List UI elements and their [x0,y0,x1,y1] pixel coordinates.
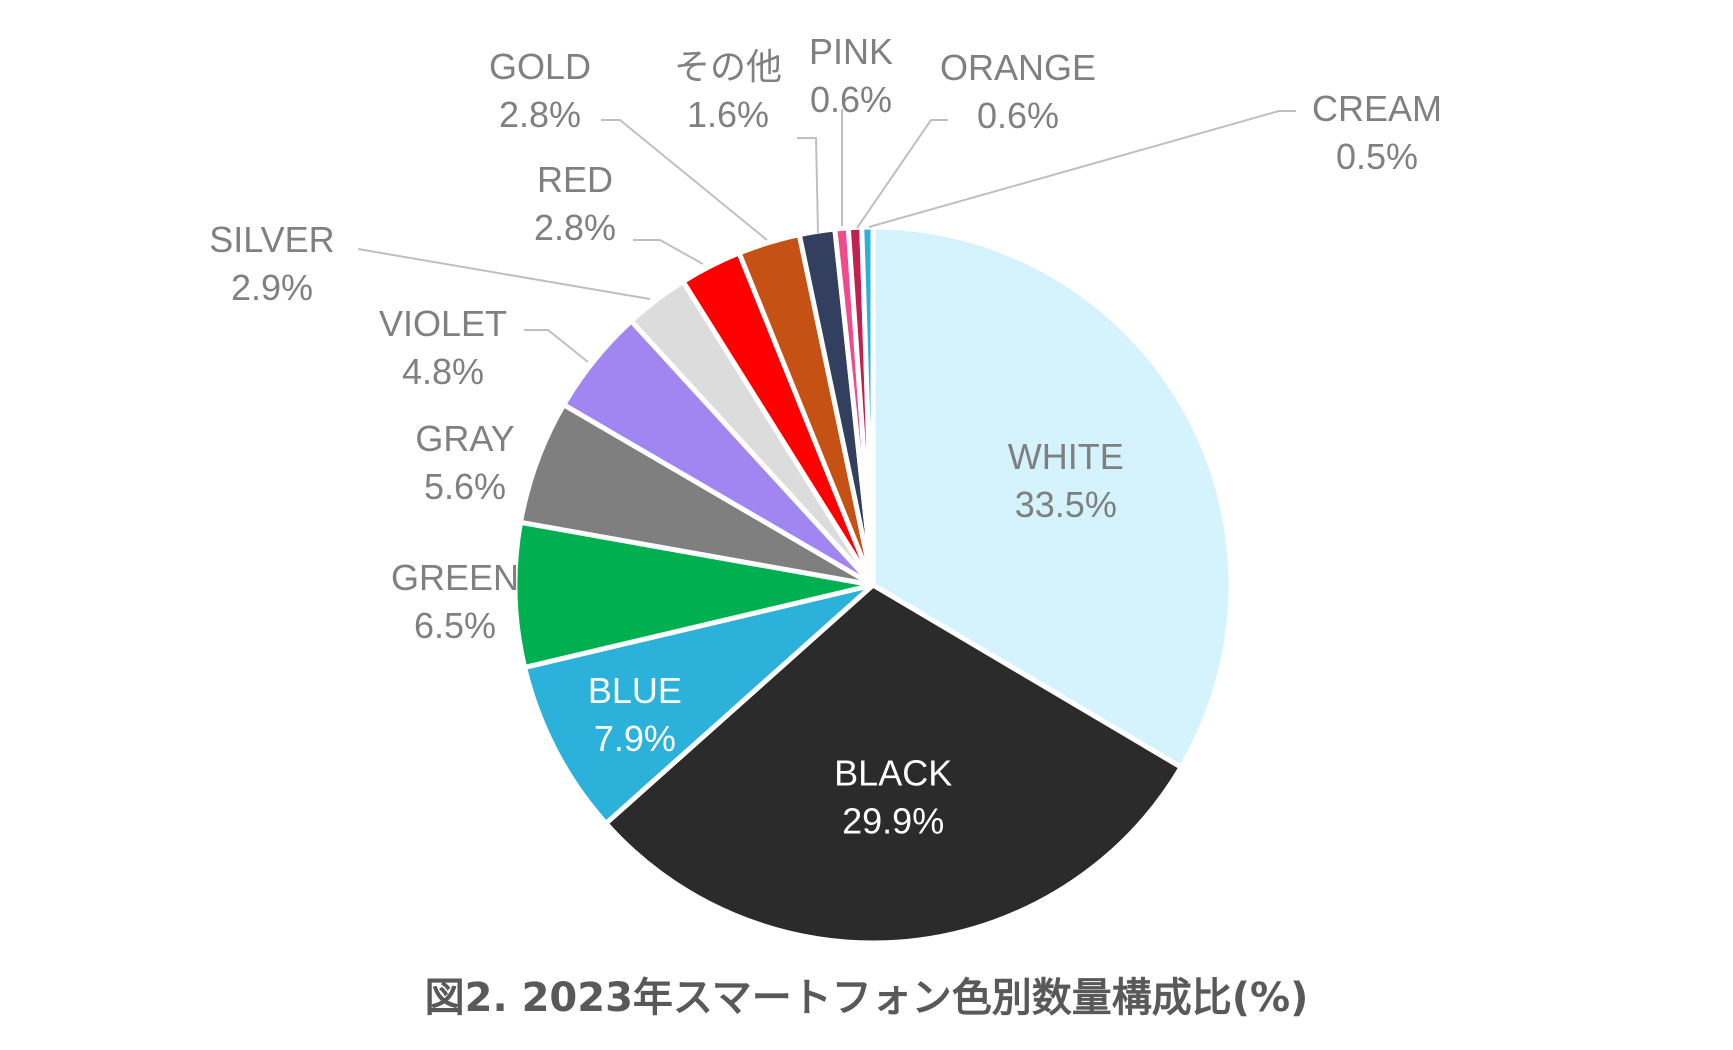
slice-label-other-9: その他 [674,46,782,87]
leader-lines [357,109,1296,363]
leader-line-silver [357,248,651,300]
slice-label-gray: GRAY [415,418,514,459]
slice-value-red: 2.8% [534,207,616,248]
slice-value-gray: 5.6% [424,466,506,507]
slice-value-orange: 0.6% [977,95,1059,136]
pie-slice-black [603,582,1184,946]
slice-value-black: 29.9% [842,801,944,842]
pie-slice-white [870,224,1234,770]
leader-line-violet [524,329,589,363]
pie-slices [512,224,1234,946]
chart-title: 図2. 2023年スマートフォン色別数量構成比(%) [424,975,1309,1021]
slice-value-silver: 2.9% [231,267,313,308]
slice-label-orange: ORANGE [940,47,1096,88]
slice-label-silver: SILVER [209,219,334,260]
slice-label-black: BLACK [834,753,952,794]
slice-value-violet: 4.8% [402,351,484,392]
leader-line-red [633,239,704,265]
data-labels: WHITE 33.5% BLACK 29.9% BLUE 7.9% GREEN 6.5% GRA… [209,31,1442,842]
slice-value-gold: 2.8% [499,94,581,135]
slice-label-pink: PINK [809,31,893,72]
slice-label-gold: GOLD [489,46,591,87]
pie-slice-blue [522,582,876,826]
slice-label-blue: BLUE [588,670,682,711]
slice-label-white: WHITE [1008,436,1124,477]
leader-line-orange [856,119,948,229]
leader-line-gold [601,119,768,241]
slice-label-green: GREEN [391,557,519,598]
pie-slice-green [512,519,876,670]
slice-value-pink: 0.6% [810,79,892,120]
slice-value-white: 33.5% [1015,484,1117,525]
slice-value-green: 6.5% [414,605,496,646]
slice-label-red: RED [537,159,613,200]
slice-value-blue: 7.9% [594,718,676,759]
slice-label-violet: VIOLET [379,303,507,344]
pie-slice-cream [859,224,876,588]
slice-value-other-9: 1.6% [687,94,769,135]
slice-value-cream: 0.5% [1336,136,1418,177]
slice-label-cream: CREAM [1312,88,1442,129]
leader-line-cream [868,110,1296,228]
leader-line-other-9 [797,137,819,234]
